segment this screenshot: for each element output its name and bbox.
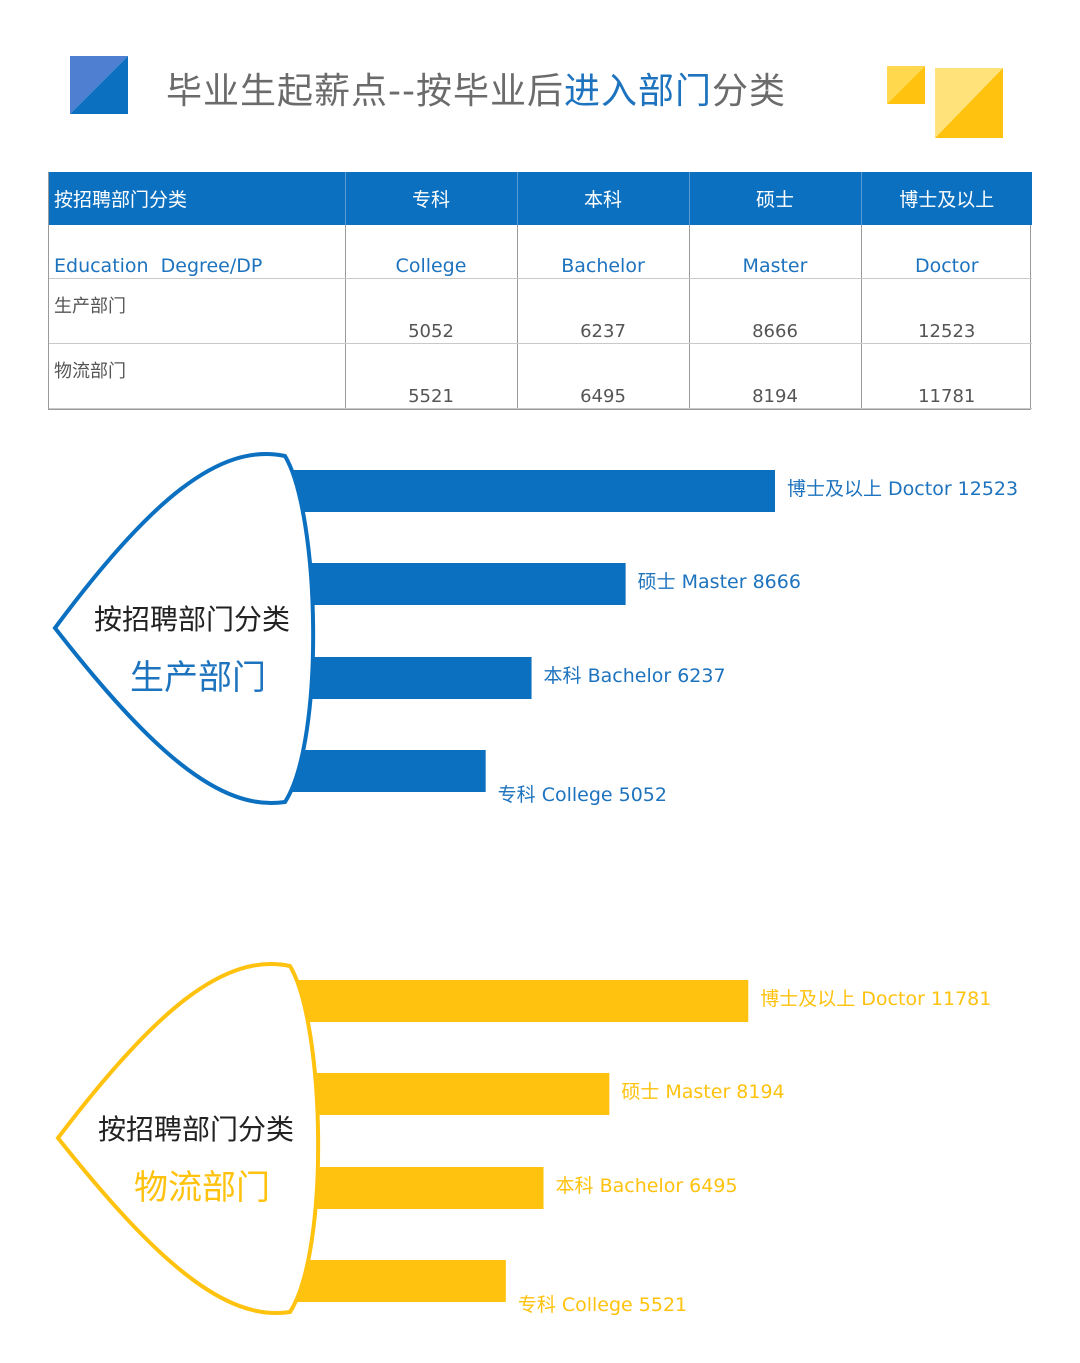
logistics-series-name: 物流部门 (134, 1168, 270, 1208)
production-chart-svg (52, 451, 775, 806)
bar-data-label: 博士及以上 Doctor 12523 (787, 478, 1019, 500)
page-title: 毕业生起薪点--按毕业后进入部门分类 (0, 60, 1080, 124)
chart-production: 按招聘部门分类 生产部门 博士及以上 Doctor 12523 硕士 Master… (0, 440, 1080, 830)
title-part-2: 进入部门 (563, 71, 712, 112)
logistics-chart-svg (55, 961, 749, 1316)
table-subheader-cell: College (345, 225, 518, 279)
production-shield-outline (52, 451, 316, 806)
table-subheader-cell: Education Degree/DP (49, 225, 346, 279)
title-part-1: 毕业生起薪点--按毕业后 (166, 71, 564, 112)
bar-1 (290, 563, 626, 605)
bar-0 (290, 980, 749, 1022)
bar-1 (290, 1073, 610, 1115)
bar-2 (290, 657, 532, 699)
bar-data-label: 博士及以上 Doctor 11781 (760, 988, 992, 1010)
table-header-cell: 按招聘部门分类 (49, 172, 346, 225)
production-heading: 按招聘部门分类 (94, 603, 291, 636)
table-header-row: 按招聘部门分类 专科 本科 硕士 博士及以上 (49, 172, 1032, 225)
bar-3 (290, 1260, 506, 1302)
bar-data-label: 专科 College 5521 (517, 1294, 688, 1316)
table-cell: 8666 (689, 278, 862, 344)
title-part-3: 分类 (712, 71, 787, 112)
bar-0 (290, 470, 775, 512)
blue-square-logo (70, 56, 128, 114)
bar-data-label: 硕士 Master 8194 (621, 1081, 785, 1103)
logistics-heading: 按招聘部门分类 (98, 1113, 295, 1146)
bar-data-label: 本科 Bachelor 6495 (555, 1175, 738, 1197)
salary-table: 按招聘部门分类 专科 本科 硕士 博士及以上 Education Degree/… (48, 172, 1032, 410)
table-cell: 11781 (861, 343, 1032, 409)
table-row: 生产部门 5052 6237 8666 12523 (49, 278, 1032, 344)
table-cell: 生产部门 (49, 278, 346, 344)
table-cell: 12523 (861, 278, 1032, 344)
table-subheader-cell: Bachelor (517, 225, 690, 279)
bar-data-label: 专科 College 5052 (497, 784, 667, 806)
table-cell: 5052 (345, 278, 518, 344)
bar-3 (290, 750, 486, 792)
bar-data-label: 本科 Bachelor 6237 (543, 665, 726, 687)
bar-2 (290, 1167, 544, 1209)
yellow-squares-decoration (887, 66, 1003, 138)
table-row: 物流部门 5521 6495 8194 11781 (49, 343, 1032, 409)
logistics-shield-outline (55, 961, 321, 1316)
table-subheader-cell: Master (689, 225, 862, 279)
table-header-cell: 本科 (517, 172, 690, 225)
table-header-cell: 硕士 (689, 172, 862, 225)
table-cell: 6495 (517, 343, 690, 409)
table-subheader-row: Education Degree/DP College Bachelor Mas… (49, 225, 1032, 279)
table-cell: 物流部门 (49, 343, 346, 409)
table-header-cell: 博士及以上 (861, 172, 1032, 225)
bar-data-label: 硕士 Master 8666 (637, 571, 801, 593)
table-header-cell: 专科 (345, 172, 518, 225)
table-cell: 8194 (689, 343, 862, 409)
table-cell: 6237 (517, 278, 690, 344)
chart-logistics: 按招聘部门分类 物流部门 博士及以上 Doctor 11781 硕士 Master… (0, 950, 1080, 1340)
table-cell: 5521 (345, 343, 518, 409)
production-series-name: 生产部门 (130, 658, 266, 698)
table-subheader-cell: Doctor (861, 225, 1032, 279)
